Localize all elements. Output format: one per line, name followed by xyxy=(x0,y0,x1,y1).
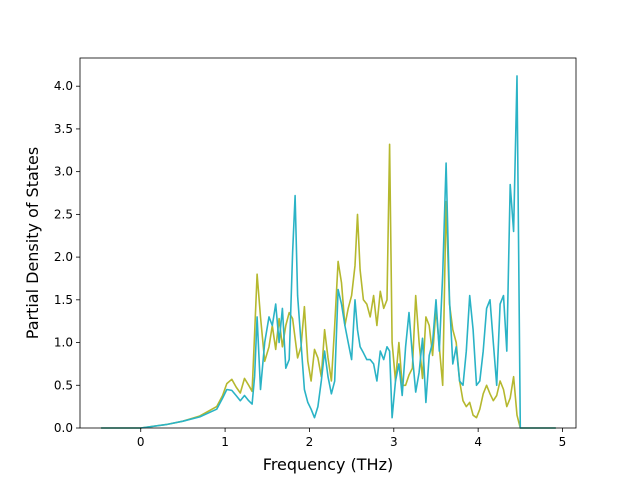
plot-frame xyxy=(79,57,577,429)
y-tick-label: 0.0 xyxy=(54,421,73,435)
x-axis-label: Frequency (THz) xyxy=(263,455,393,474)
x-tick-label: 4 xyxy=(474,435,482,449)
x-tick-label: 5 xyxy=(559,435,567,449)
x-tick-label: 3 xyxy=(390,435,398,449)
y-axis-ticks: 0.0 0.5 1.0 1.5 2.0 2.5 3.0 3.5 4.0 xyxy=(54,79,80,435)
y-axis-label: Partial Density of States xyxy=(23,147,42,339)
y-tick-label: 1.5 xyxy=(54,293,73,307)
y-tick-label: 2.0 xyxy=(54,250,73,264)
x-axis-ticks: 0 1 2 3 4 5 xyxy=(137,428,566,449)
y-tick-label: 3.5 xyxy=(54,122,73,136)
x-tick-label: 1 xyxy=(221,435,229,449)
x-tick-label: 2 xyxy=(306,435,314,449)
y-tick-label: 1.0 xyxy=(54,336,73,350)
y-tick-label: 2.5 xyxy=(54,207,73,221)
series-line-2 xyxy=(101,75,556,429)
x-tick-label: 0 xyxy=(137,435,145,449)
y-tick-label: 4.0 xyxy=(54,79,73,93)
y-tick-label: 0.5 xyxy=(54,378,73,392)
y-tick-label: 3.0 xyxy=(54,165,73,179)
series-layer xyxy=(101,75,556,429)
series-line-1 xyxy=(101,143,556,429)
